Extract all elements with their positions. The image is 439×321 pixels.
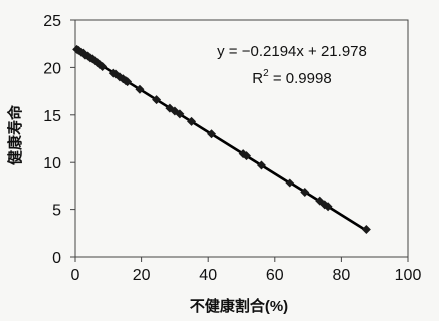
- r-squared-value: = 0.9998: [269, 70, 332, 87]
- data-point: [300, 188, 310, 198]
- x-axis-title: 不健康割合(%): [190, 297, 288, 315]
- x-tick-label: 80: [333, 267, 351, 284]
- data-points: [72, 44, 371, 235]
- data-point: [175, 109, 185, 119]
- data-point: [241, 151, 251, 161]
- data-point: [285, 178, 295, 188]
- data-point: [123, 77, 133, 87]
- y-tick-label: 5: [52, 203, 61, 220]
- y-axis-ticks: 0 5 10 15 20 25: [43, 13, 75, 267]
- data-point: [135, 84, 145, 94]
- trendline-equation: y = −0.2194x + 21.978: [217, 43, 367, 60]
- data-point: [152, 95, 162, 105]
- y-tick-label: 0: [52, 250, 61, 267]
- y-axis-title: 健康寿命: [6, 104, 24, 165]
- plot-area-frame: [74, 19, 409, 258]
- x-tick-label: 60: [266, 267, 284, 284]
- data-point: [98, 61, 108, 71]
- data-point: [361, 225, 371, 235]
- y-tick-label: 20: [43, 60, 61, 77]
- data-point: [323, 202, 333, 212]
- x-axis-ticks: 0 20 40 60 80 100: [71, 257, 422, 284]
- x-tick-label: 40: [199, 267, 217, 284]
- data-point: [207, 129, 217, 139]
- r-squared-symbol: R: [252, 70, 263, 87]
- r-squared-exponent: 2: [263, 68, 269, 79]
- x-tick-label: 20: [133, 267, 151, 284]
- x-tick-label: 100: [395, 267, 422, 284]
- data-point: [256, 160, 266, 170]
- y-tick-label: 15: [43, 108, 61, 125]
- y-tick-label: 10: [43, 155, 61, 172]
- r-squared-label: R2 = 0.9998: [252, 68, 331, 87]
- x-tick-label: 0: [71, 267, 80, 284]
- y-tick-label: 25: [43, 13, 61, 30]
- data-point: [187, 116, 197, 126]
